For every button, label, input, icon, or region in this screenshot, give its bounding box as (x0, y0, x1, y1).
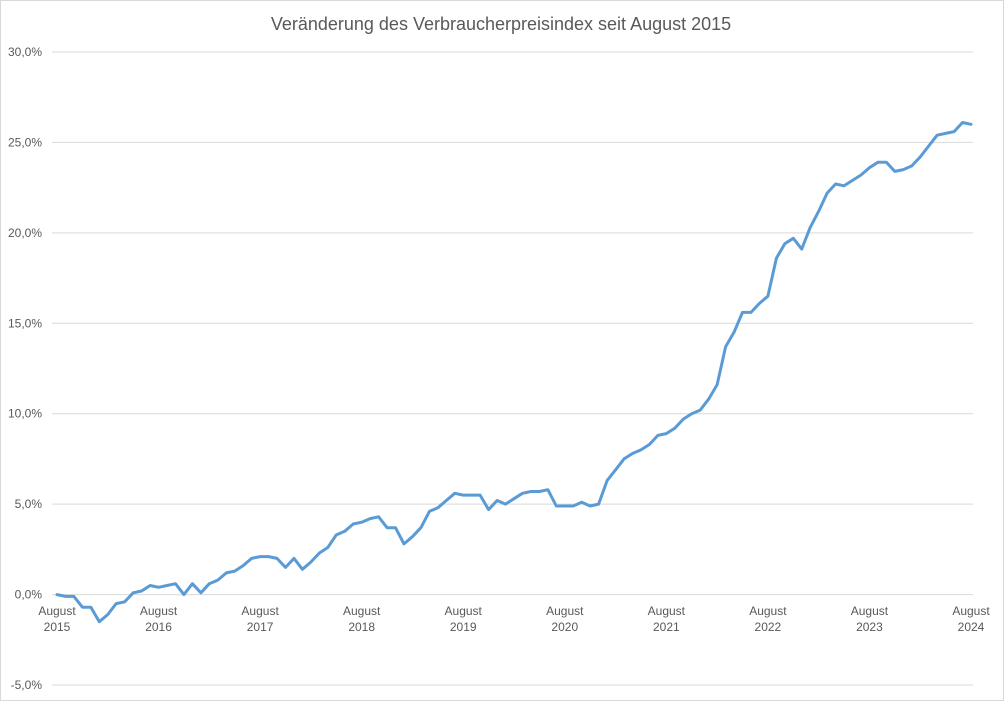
x-tick-label: August 2016 (140, 604, 178, 634)
y-tick-label: 0,0% (15, 588, 43, 602)
x-tick-label: August 2022 (749, 604, 787, 634)
x-tick-label: August 2020 (546, 604, 584, 634)
y-tick-label: 15,0% (8, 316, 42, 330)
gridlines (52, 51, 973, 686)
x-tick-label: August 2017 (241, 604, 279, 634)
y-tick-label: 25,0% (8, 135, 42, 149)
x-tick-label: August 2019 (445, 604, 483, 634)
x-tick-label: August 2024 (952, 604, 990, 634)
x-axis-tick-labels: August 2015 August 2016 August 2017 August 2018… (38, 604, 990, 634)
y-tick-label: 30,0% (8, 45, 42, 59)
series-line (55, 121, 973, 624)
series-group (55, 121, 973, 624)
x-tick-label: August 2018 (343, 604, 381, 634)
y-tick-label: -5,0% (11, 678, 43, 692)
y-tick-label: 20,0% (8, 226, 42, 240)
chart-title: Veränderung des Verbraucherpreisindex se… (270, 14, 732, 34)
x-tick-label: August 2015 (38, 604, 76, 634)
y-tick-label: 5,0% (15, 497, 43, 511)
x-tick-label: August 2021 (648, 604, 686, 634)
x-tick-label: August 2023 (851, 604, 889, 634)
y-axis-tick-labels: 30,0% 25,0% 20,0% 15,0% 10,0% 5,0% 0,0% -5,0% (8, 45, 42, 692)
y-tick-label: 10,0% (8, 407, 42, 421)
